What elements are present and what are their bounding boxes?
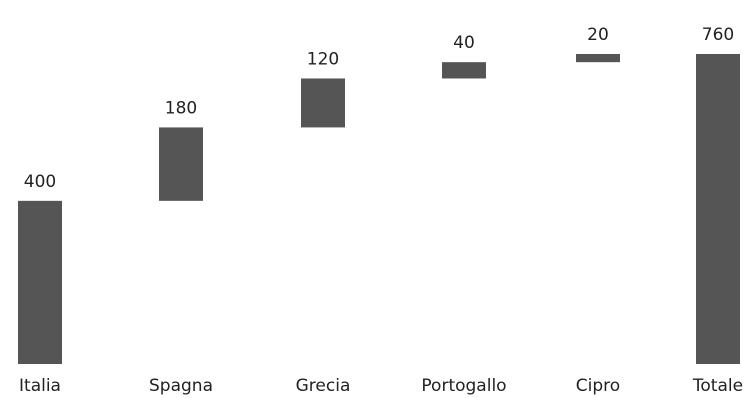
bar-portogallo <box>442 62 486 79</box>
value-label-cipro: 20 <box>587 25 609 45</box>
category-label-spagna: Spagna <box>149 376 213 396</box>
value-label-portogallo: 40 <box>453 33 475 53</box>
value-label-spagna: 180 <box>165 98 197 118</box>
bars-group <box>18 54 740 364</box>
value-labels-group: 400 180 120 40 20 760 <box>24 25 734 192</box>
category-label-totale: Totale <box>692 376 743 396</box>
value-label-totale: 760 <box>702 25 734 45</box>
bar-grecia <box>301 78 345 128</box>
value-label-grecia: 120 <box>307 49 339 69</box>
category-label-italia: Italia <box>19 376 61 396</box>
category-label-portogallo: Portogallo <box>421 376 506 396</box>
bar-italia <box>18 200 62 364</box>
category-label-grecia: Grecia <box>296 376 351 396</box>
value-label-italia: 400 <box>24 172 56 192</box>
bar-spagna <box>159 127 203 201</box>
bar-cipro <box>576 54 620 63</box>
category-labels-group: Italia Spagna Grecia Portogallo Cipro Totale <box>19 376 743 396</box>
bar-totale <box>696 54 740 364</box>
category-label-cipro: Cipro <box>576 376 620 396</box>
